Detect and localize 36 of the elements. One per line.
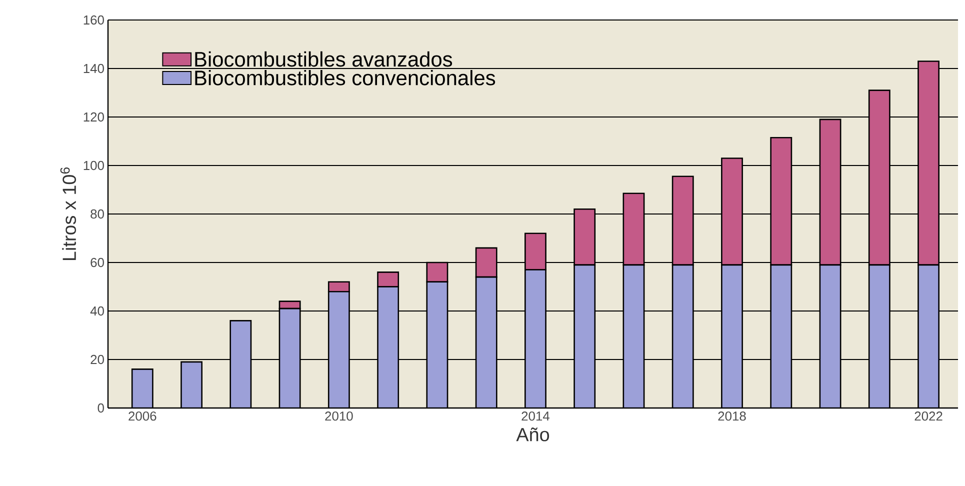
bar <box>722 264 742 408</box>
bar <box>672 264 694 408</box>
y-tick-label: 120 <box>84 112 104 122</box>
bar <box>574 264 595 408</box>
bar <box>279 308 300 408</box>
legend-label: Biocombustibles convencionales <box>195 70 496 86</box>
y-tick-label: 60 <box>90 258 104 268</box>
bar <box>378 286 398 408</box>
y-tick-label: 20 <box>90 354 104 364</box>
bar <box>230 320 251 408</box>
x-tick-label: 2022 <box>914 412 942 421</box>
bar <box>770 264 792 408</box>
x-tick-label: 2018 <box>718 412 746 421</box>
x-tick-label: 2006 <box>128 412 156 421</box>
legend-label: Biocombustibles avanzados <box>195 51 452 67</box>
y-tick-label: 40 <box>90 306 104 316</box>
bar <box>328 292 350 408</box>
x-tick-label: 2010 <box>325 412 353 421</box>
y-tick-label: 160 <box>84 15 104 25</box>
y-tick-label: 0 <box>98 403 104 413</box>
bar <box>525 270 546 408</box>
bar <box>623 264 644 408</box>
bar <box>869 264 890 408</box>
bar <box>426 282 448 408</box>
bar <box>181 362 202 408</box>
bar <box>918 264 940 408</box>
bar <box>476 277 497 408</box>
y-tick-label: 140 <box>84 64 104 74</box>
x-axis-title: Año <box>516 428 550 442</box>
y-tick-label: 80 <box>90 209 104 219</box>
x-tick-label: 2014 <box>522 412 550 421</box>
y-tick-label: 100 <box>84 160 104 170</box>
bar <box>377 272 400 288</box>
bar <box>132 369 153 408</box>
y-axis-title: Litros x 10$^{6}$ <box>60 167 76 260</box>
bar <box>820 264 841 408</box>
